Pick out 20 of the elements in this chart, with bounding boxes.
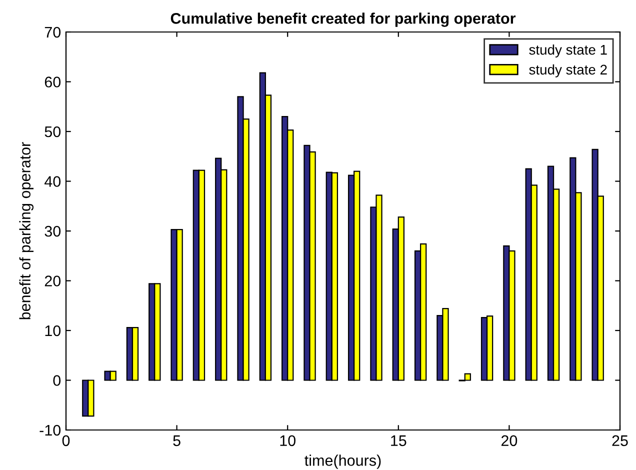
- x-tick-label: 20: [501, 435, 518, 446]
- y-tick-label: 50: [44, 126, 61, 138]
- x-axis-title: time(hours): [304, 454, 381, 469]
- y-tick-label: 70: [44, 26, 61, 38]
- y-tick-label: 40: [44, 176, 61, 187]
- x-tick-label: 5: [173, 435, 180, 446]
- y-tick-label: 60: [44, 76, 61, 88]
- x-tick-label: 10: [280, 435, 296, 446]
- legend-label: study state 1: [529, 44, 607, 58]
- y-tick-label: 10: [45, 325, 61, 336]
- y-tick-label: -10: [40, 424, 61, 436]
- y-tick-label: 20: [44, 276, 61, 286]
- y-tick-label: 0: [53, 375, 61, 386]
- x-tick-label: 0: [62, 435, 70, 446]
- x-tick-label: 25: [612, 435, 628, 446]
- x-tick-label: 15: [391, 435, 406, 446]
- y-tick-label: 30: [44, 226, 61, 237]
- y-axis-title: benefit of parking operator: [19, 142, 34, 320]
- legend-label: study state 2: [529, 64, 607, 78]
- chart-title: Cumulative benefit created for parking operator: [170, 12, 516, 27]
